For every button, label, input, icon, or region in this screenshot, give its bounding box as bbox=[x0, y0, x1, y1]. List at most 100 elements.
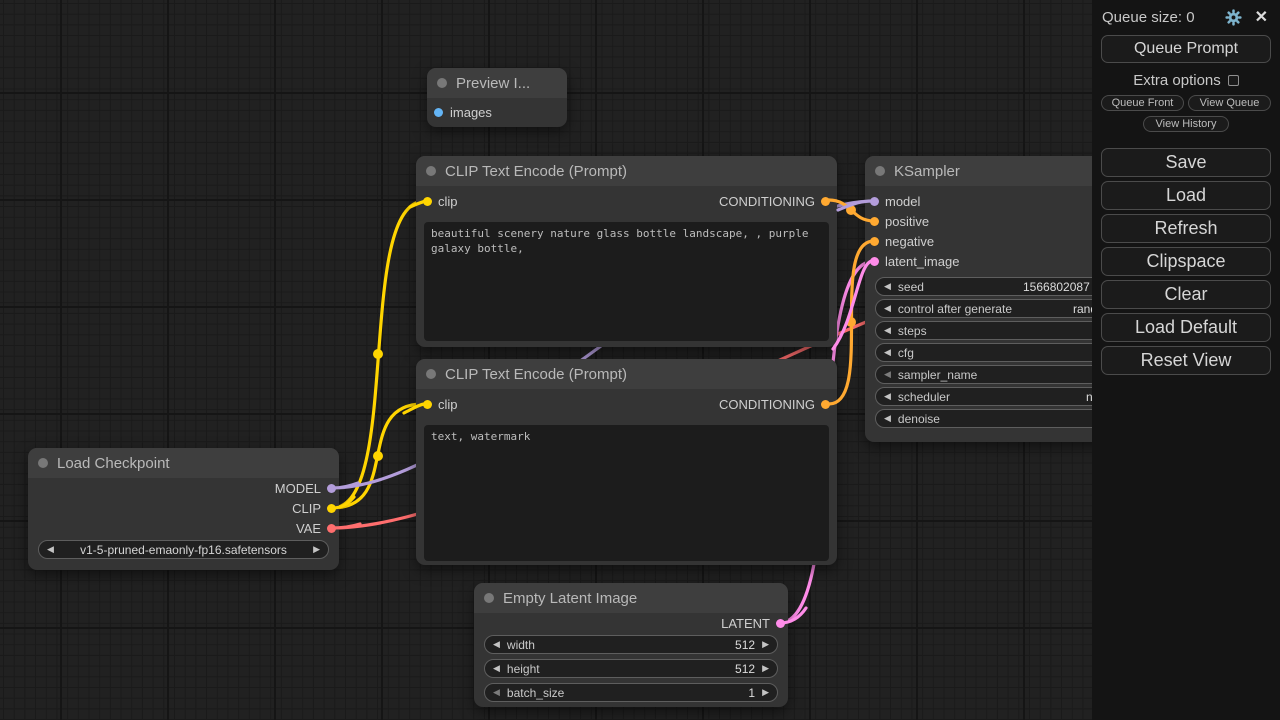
arrow-right-icon[interactable]: ▶ bbox=[762, 663, 769, 673]
input-port-positive[interactable] bbox=[870, 216, 879, 226]
slot-label: MODEL bbox=[274, 480, 321, 496]
collapse-dot-icon[interactable] bbox=[426, 166, 436, 176]
widget-value: 1 bbox=[748, 685, 756, 700]
save-button[interactable]: Save bbox=[1101, 148, 1271, 177]
arrow-left-icon[interactable]: ◀ bbox=[884, 391, 891, 401]
collapse-dot-icon[interactable] bbox=[484, 593, 494, 603]
node-title: Load Checkpoint bbox=[57, 454, 170, 472]
node-title: CLIP Text Encode (Prompt) bbox=[445, 365, 628, 383]
queue-front-button[interactable]: Queue Front bbox=[1101, 95, 1184, 111]
input-port-images[interactable] bbox=[434, 107, 443, 117]
queue-size-label: Queue size: 0 bbox=[1102, 9, 1195, 26]
slot-label: clip bbox=[438, 193, 458, 209]
input-slot-images: images bbox=[427, 98, 567, 126]
clear-button[interactable]: Clear bbox=[1101, 280, 1271, 309]
refresh-button[interactable]: Refresh bbox=[1101, 214, 1271, 243]
arrow-left-icon[interactable]: ◀ bbox=[884, 413, 891, 423]
arrow-left-icon[interactable]: ◀ bbox=[493, 687, 500, 697]
wire-clip-to-negative[interactable] bbox=[330, 402, 425, 510]
input-port-latent-image[interactable] bbox=[870, 256, 879, 266]
node-empty-latent-image[interactable]: Empty Latent Image LATENT ◀ width 512 ▶ … bbox=[474, 583, 788, 707]
input-port-negative[interactable] bbox=[870, 236, 879, 246]
collapse-dot-icon[interactable] bbox=[437, 78, 447, 88]
node-preview-image[interactable]: Preview I... images bbox=[427, 68, 567, 127]
view-queue-button[interactable]: View Queue bbox=[1188, 95, 1271, 111]
prompt-textarea[interactable]: beautiful scenery nature glass bottle la… bbox=[424, 222, 829, 341]
load-button[interactable]: Load bbox=[1101, 181, 1271, 210]
output-port-vae[interactable] bbox=[327, 523, 336, 533]
output-port-latent[interactable] bbox=[776, 618, 785, 628]
extra-options-checkbox[interactable] bbox=[1227, 75, 1239, 86]
output-port-model[interactable] bbox=[327, 483, 336, 493]
widget-label: width bbox=[506, 637, 535, 652]
output-slot-clip: CLIP bbox=[28, 498, 339, 518]
node-clip-text-encode-positive[interactable]: CLIP Text Encode (Prompt) clip CONDITION… bbox=[416, 156, 837, 347]
slot-label: model bbox=[885, 193, 921, 209]
node-clip-text-encode-negative[interactable]: CLIP Text Encode (Prompt) clip CONDITION… bbox=[416, 359, 837, 565]
wire-midpoint-dot[interactable] bbox=[846, 205, 856, 215]
wire-midpoint-dot[interactable] bbox=[373, 349, 383, 359]
wire-midpoint-dot[interactable] bbox=[846, 317, 856, 327]
output-port-clip[interactable] bbox=[327, 503, 336, 513]
arrow-left-icon[interactable]: ◀ bbox=[884, 281, 891, 291]
arrow-left-icon[interactable]: ◀ bbox=[47, 544, 54, 554]
input-port-clip[interactable] bbox=[423, 399, 432, 409]
collapse-dot-icon[interactable] bbox=[426, 369, 436, 379]
node-titlebar[interactable]: CLIP Text Encode (Prompt) bbox=[416, 156, 837, 186]
slot-label: CLIP bbox=[292, 500, 321, 516]
slot-label: CONDITIONING bbox=[718, 396, 815, 412]
slot-label: positive bbox=[885, 213, 930, 229]
output-port-conditioning[interactable] bbox=[821, 196, 830, 206]
slot-label: latent_image bbox=[885, 253, 960, 269]
node-load-checkpoint[interactable]: Load Checkpoint MODEL CLIP VAE ◀ v1-5-pr… bbox=[28, 448, 339, 570]
wire-midpoint-dot[interactable] bbox=[373, 451, 383, 461]
widget-label: steps bbox=[897, 323, 927, 338]
slot-row: clip CONDITIONING bbox=[416, 186, 837, 216]
output-port-conditioning[interactable] bbox=[821, 399, 830, 409]
widget-ckpt-name[interactable]: ◀ v1-5-pruned-emaonly-fp16.safetensors ▶ bbox=[38, 540, 329, 559]
arrow-left-icon[interactable]: ◀ bbox=[493, 663, 500, 673]
widget-label: denoise bbox=[897, 411, 940, 426]
output-slot-latent: LATENT bbox=[474, 613, 788, 633]
arrow-left-icon[interactable]: ◀ bbox=[884, 303, 891, 313]
reset-view-button[interactable]: Reset View bbox=[1101, 346, 1271, 375]
collapse-dot-icon[interactable] bbox=[875, 166, 885, 176]
load-default-button[interactable]: Load Default bbox=[1101, 313, 1271, 342]
widget-label: control after generate bbox=[897, 301, 1012, 316]
input-port-clip[interactable] bbox=[423, 196, 432, 206]
arrow-right-icon[interactable]: ▶ bbox=[762, 687, 769, 697]
widget-value: 512 bbox=[735, 661, 756, 676]
arrow-right-icon[interactable]: ▶ bbox=[313, 544, 320, 554]
slot-label[interactable]: VAE bbox=[295, 520, 321, 536]
node-titlebar[interactable]: Empty Latent Image bbox=[474, 583, 788, 613]
comfy-menu-panel: Queue size: 0 ✕ Queue Prompt Extra optio… bbox=[1092, 0, 1280, 720]
queue-prompt-button[interactable]: Queue Prompt bbox=[1101, 35, 1271, 63]
input-port-model[interactable] bbox=[870, 196, 879, 206]
widget-batch-size[interactable]: ◀ batch_size 1 ▶ bbox=[484, 683, 778, 702]
arrow-left-icon[interactable]: ◀ bbox=[884, 347, 891, 357]
slot-label: negative bbox=[885, 233, 935, 249]
close-icon[interactable]: ✕ bbox=[1254, 8, 1268, 26]
widget-height[interactable]: ◀ height 512 ▶ bbox=[484, 659, 778, 678]
node-titlebar[interactable]: Load Checkpoint bbox=[28, 448, 339, 478]
slot-label: clip bbox=[438, 396, 458, 412]
arrow-right-icon[interactable]: ▶ bbox=[762, 639, 769, 649]
clipspace-button[interactable]: Clipspace bbox=[1101, 247, 1271, 276]
view-history-button[interactable]: View History bbox=[1142, 116, 1230, 132]
arrow-left-icon[interactable]: ◀ bbox=[884, 325, 891, 335]
settings-gear-icon[interactable] bbox=[1225, 9, 1242, 26]
output-slot-vae: VAE bbox=[28, 518, 339, 538]
node-titlebar[interactable]: Preview I... bbox=[427, 68, 567, 98]
extra-options-row: Extra options bbox=[1092, 72, 1280, 89]
node-titlebar[interactable]: CLIP Text Encode (Prompt) bbox=[416, 359, 837, 389]
node-title: Preview I... bbox=[456, 74, 531, 92]
arrow-left-icon[interactable]: ◀ bbox=[493, 639, 500, 649]
arrow-left-icon[interactable]: ◀ bbox=[884, 369, 891, 379]
collapse-dot-icon[interactable] bbox=[38, 458, 48, 468]
prompt-textarea[interactable]: text, watermark bbox=[424, 425, 829, 561]
slot-label: LATENT bbox=[721, 615, 770, 631]
wire-clip-to-positive[interactable] bbox=[330, 199, 427, 510]
widget-label: batch_size bbox=[506, 685, 565, 700]
widget-width[interactable]: ◀ width 512 ▶ bbox=[484, 635, 778, 654]
